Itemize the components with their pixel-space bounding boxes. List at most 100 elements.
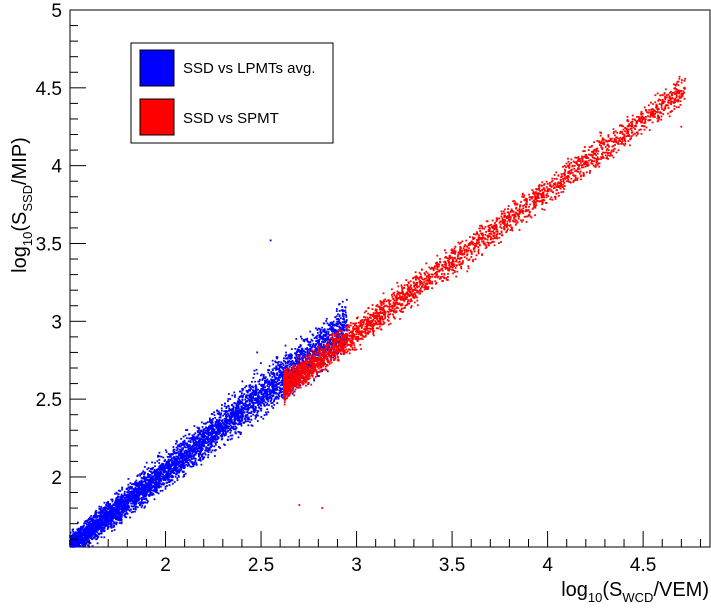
lpmt-point <box>78 537 80 540</box>
lpmt-point <box>301 358 304 360</box>
lpmt-point <box>304 338 307 341</box>
lpmt-point <box>279 384 282 387</box>
lpmt-point <box>309 343 312 346</box>
lpmt-point <box>277 364 280 367</box>
lpmt-point <box>186 452 188 455</box>
lpmt-point <box>210 445 212 448</box>
lpmt-point <box>325 317 328 320</box>
lpmt-point <box>223 417 226 420</box>
lpmt-point <box>96 531 99 534</box>
lpmt-point <box>196 430 199 432</box>
lpmt-point <box>221 425 224 427</box>
lpmt-point <box>95 538 98 541</box>
lpmt-point <box>179 445 182 448</box>
lpmt-point <box>132 502 134 505</box>
lpmt-point <box>133 492 136 495</box>
lpmt-point <box>281 390 284 393</box>
lpmt-point <box>94 515 97 518</box>
lpmt-point <box>204 440 207 443</box>
lpmt-point <box>266 385 269 387</box>
lpmt-point <box>251 385 254 388</box>
lpmt-point <box>187 462 190 464</box>
lpmt-point <box>97 518 100 521</box>
lpmt-point <box>75 543 77 546</box>
lpmt-point <box>263 414 266 416</box>
lpmt-point <box>152 492 154 495</box>
lpmt-point <box>210 435 213 437</box>
lpmt-point <box>344 321 346 323</box>
lpmt-point <box>187 450 190 453</box>
lpmt-point <box>100 510 103 513</box>
lpmt-point <box>151 475 154 478</box>
lpmt-point <box>296 361 298 363</box>
lpmt-point <box>106 524 109 527</box>
lpmt-point <box>180 457 183 459</box>
lpmt-point <box>252 413 255 416</box>
lpmt-point <box>312 342 315 345</box>
lpmt-point <box>119 498 122 501</box>
lpmt-point <box>114 522 117 525</box>
lpmt-point <box>85 542 87 545</box>
lpmt-point <box>265 392 267 395</box>
lpmt-point <box>155 481 158 484</box>
lpmt-point <box>142 498 145 500</box>
lpmt-point <box>184 472 187 475</box>
lpmt-point <box>118 505 120 508</box>
lpmt-point <box>162 456 165 459</box>
lpmt-point <box>209 440 212 443</box>
lpmt-point <box>314 344 317 347</box>
lpmt-point <box>160 485 162 488</box>
lpmt-point <box>77 531 80 534</box>
lpmt-point <box>69 531 72 534</box>
lpmt-point <box>317 343 320 346</box>
lpmt-point <box>331 323 333 326</box>
lpmt-point <box>180 453 182 456</box>
lpmt-point <box>295 354 298 357</box>
lpmt-point <box>199 430 202 432</box>
lpmt-point <box>163 460 166 463</box>
lpmt-point <box>285 351 287 354</box>
lpmt-point <box>74 531 76 534</box>
lpmt-point <box>97 529 99 531</box>
lpmt-point <box>257 393 260 396</box>
lpmt-point <box>176 449 178 452</box>
lpmt-point <box>164 463 167 466</box>
lpmt-point <box>182 464 185 466</box>
lpmt-point <box>192 445 194 447</box>
lpmt-point <box>189 441 192 443</box>
lpmt-point <box>240 400 243 403</box>
lpmt-point <box>323 328 326 331</box>
lpmt-point <box>90 525 93 528</box>
lpmt-point <box>105 522 108 525</box>
lpmt-point <box>231 434 234 437</box>
lpmt-point <box>315 340 317 342</box>
lpmt-point <box>327 335 330 338</box>
lpmt-point <box>203 433 206 436</box>
lpmt-point <box>161 464 164 466</box>
lpmt-point <box>110 520 112 523</box>
lpmt-point <box>119 503 121 506</box>
lpmt-point <box>277 383 280 386</box>
lpmt-point <box>117 489 120 492</box>
lpmt-point <box>188 449 191 452</box>
lpmt-point <box>77 543 79 546</box>
lpmt-point <box>180 466 182 469</box>
lpmt-point <box>158 484 161 487</box>
lpmt-point <box>276 387 278 389</box>
lpmt-point <box>92 516 95 519</box>
lpmt-point <box>236 407 239 410</box>
lpmt-point <box>200 430 203 433</box>
lpmt-point <box>183 473 186 476</box>
lpmt-point <box>87 533 90 535</box>
lpmt-point <box>246 417 249 420</box>
lpmt-point <box>290 368 293 371</box>
lpmt-point <box>274 396 277 399</box>
lpmt-point <box>115 501 118 503</box>
lpmt-point <box>150 479 153 482</box>
lpmt-point <box>211 437 214 439</box>
lpmt-point <box>343 317 345 320</box>
lpmt-point <box>150 476 153 479</box>
lpmt-point <box>271 380 274 383</box>
lpmt-point <box>173 467 175 469</box>
lpmt-point <box>213 411 215 414</box>
